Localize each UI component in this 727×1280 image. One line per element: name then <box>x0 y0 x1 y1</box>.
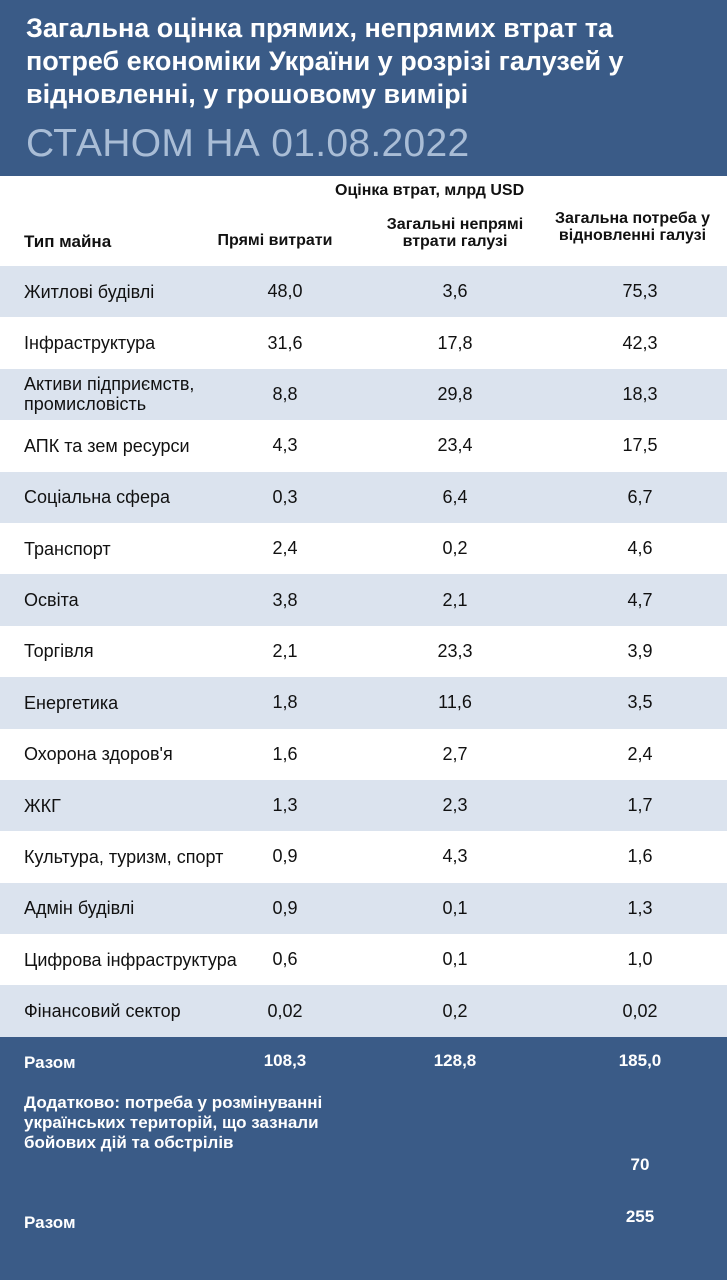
table-row: Адмін будівлі 0,9 0,1 1,3 <box>0 882 727 935</box>
table-row: Транспорт 2,4 0,2 4,6 <box>0 522 727 575</box>
row-need: 1,3 <box>627 897 653 918</box>
page-subtitle: СТАНОМ НА 01.08.2022 <box>26 122 470 165</box>
row-name: Фінансовий сектор <box>24 1001 181 1022</box>
row-name: ЖКГ <box>24 795 61 816</box>
row-indirect: 17,8 <box>437 332 473 353</box>
table-row: Енергетика 1,8 11,6 3,5 <box>0 677 727 729</box>
row-direct: 0,9 <box>272 846 298 867</box>
row-need: 75,3 <box>622 281 658 302</box>
row-name: Енергетика <box>24 692 119 713</box>
table-row: Соціальна сфера 0,3 6,4 6,7 <box>0 471 727 523</box>
row-need: 1,7 <box>627 795 653 816</box>
grand-total-value: 255 <box>625 1207 655 1226</box>
row-indirect: 11,6 <box>438 692 472 713</box>
row-direct: 4,3 <box>272 435 298 456</box>
row-indirect: 3,6 <box>442 281 468 302</box>
column-header-need: Загальна потреба у відновленні галузі <box>555 210 710 244</box>
demining-label: Додатково: потреба у розмінуванні україн… <box>24 1093 323 1152</box>
row-direct: 0,9 <box>272 897 298 918</box>
column-header-direct: Прямі витрати <box>217 232 333 249</box>
page-title: Загальна оцінка прямих, непрямих втрат т… <box>26 13 624 109</box>
table-row: Фінансовий сектор 0,02 0,2 0,02 <box>0 985 727 1037</box>
table-row: Охорона здоров'я 1,6 2,7 2,4 <box>0 728 727 780</box>
row-need: 42,3 <box>622 332 658 353</box>
table-row: Активи підприємств, промисловість 8,8 29,8… <box>0 368 727 421</box>
row-direct: 31,6 <box>267 332 303 353</box>
table-row: Інфраструктура 31,6 17,8 42,3 <box>0 317 727 369</box>
row-need: 2,4 <box>627 743 653 764</box>
row-indirect: 23,4 <box>437 435 473 456</box>
row-direct: 1,3 <box>272 795 298 816</box>
row-name: АПК та зем ресурси <box>24 435 190 456</box>
row-name: Торгівля <box>24 641 94 662</box>
row-need: 1,0 <box>627 949 653 970</box>
row-need: 3,9 <box>627 640 653 661</box>
total-direct: 108,3 <box>263 1051 307 1070</box>
column-header-indirect: Загальні непрямі втрати галузі <box>386 216 524 250</box>
row-direct: 48,0 <box>267 281 303 302</box>
row-name: Адмін будівлі <box>24 898 135 919</box>
row-need: 17,5 <box>622 435 658 456</box>
row-direct: 1,6 <box>272 743 298 764</box>
row-indirect: 0,2 <box>442 538 468 559</box>
row-need: 3,5 <box>627 692 653 713</box>
total-label: Разом <box>24 1053 76 1072</box>
column-header-type: Тип майна <box>24 232 112 251</box>
table-row: АПК та зем ресурси 4,3 23,4 17,5 <box>0 420 727 472</box>
table-body: Житлові будівлі 48,0 3,6 75,3 Інфраструктура… <box>0 266 727 1037</box>
loss-group-label: Оцінка втрат, млрд USD <box>335 182 525 199</box>
row-need: 18,3 <box>622 383 658 404</box>
grand-total-label: Разом <box>24 1213 76 1232</box>
row-name: Інфраструктура <box>24 333 156 354</box>
row-name: Охорона здоров'я <box>24 744 173 765</box>
row-name: Житлові будівлі <box>24 281 155 302</box>
row-indirect: 23,3 <box>437 640 473 661</box>
row-direct: 2,4 <box>272 538 298 559</box>
row-need: 6,7 <box>627 486 653 507</box>
row-name: Соціальна сфера <box>24 487 171 508</box>
table-header: Оцінка втрат, млрд USD Тип майна Прямі в… <box>0 176 727 266</box>
table-row: Житлові будівлі 48,0 3,6 75,3 <box>0 266 727 318</box>
row-name: Цифрова інфраструктура <box>24 949 237 970</box>
row-need: 4,6 <box>627 538 653 559</box>
table-footer: Разом 108,3 128,8 185,0 Додатково: потре… <box>0 1037 727 1280</box>
row-direct: 8,8 <box>272 383 298 404</box>
demining-value: 70 <box>630 1155 650 1174</box>
row-need: 0,02 <box>622 1000 658 1021</box>
row-name: Культура, туризм, спорт <box>24 846 224 867</box>
row-need: 4,7 <box>627 589 653 610</box>
row-name: Транспорт <box>24 538 111 559</box>
table-row: Культура, туризм, спорт 0,9 4,3 1,6 <box>0 831 727 883</box>
row-direct: 0,3 <box>272 486 298 507</box>
row-indirect: 2,1 <box>442 589 468 610</box>
row-indirect: 29,8 <box>437 383 473 404</box>
total-need: 185,0 <box>618 1051 662 1070</box>
row-direct: 2,1 <box>272 640 298 661</box>
row-name: Активи підприємств, промисловість <box>24 374 195 415</box>
table-row: Освіта 3,8 2,1 4,7 <box>0 574 727 626</box>
table-row: ЖКГ 1,3 2,3 1,7 <box>0 779 727 832</box>
row-indirect: 2,3 <box>442 795 468 816</box>
row-indirect: 0,2 <box>442 1000 468 1021</box>
row-indirect: 2,7 <box>442 743 468 764</box>
row-direct: 0,6 <box>272 949 298 970</box>
row-indirect: 0,1 <box>442 949 468 970</box>
row-direct: 3,8 <box>272 589 298 610</box>
header-banner: Загальна оцінка прямих, непрямих втрат т… <box>0 0 727 176</box>
table-row: Цифрова інфраструктура 0,6 0,1 1,0 <box>0 934 727 986</box>
row-name: Освіта <box>24 590 79 611</box>
total-indirect: 128,8 <box>433 1051 477 1070</box>
row-indirect: 0,1 <box>442 897 468 918</box>
row-indirect: 4,3 <box>442 846 468 867</box>
row-direct: 0,02 <box>267 1000 303 1021</box>
row-indirect: 6,4 <box>442 486 468 507</box>
row-direct: 1,8 <box>272 692 298 713</box>
row-need: 1,6 <box>627 846 653 867</box>
table-row: Торгівля 2,1 23,3 3,9 <box>0 625 727 678</box>
